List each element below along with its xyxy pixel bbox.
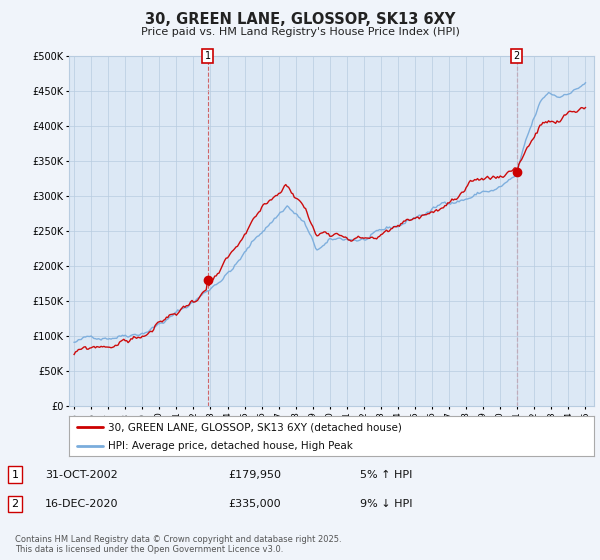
- Text: 1: 1: [11, 470, 19, 479]
- Text: 2: 2: [11, 499, 19, 509]
- Text: Price paid vs. HM Land Registry's House Price Index (HPI): Price paid vs. HM Land Registry's House …: [140, 27, 460, 38]
- Text: 16-DEC-2020: 16-DEC-2020: [45, 499, 119, 509]
- Text: £179,950: £179,950: [228, 470, 281, 479]
- Text: HPI: Average price, detached house, High Peak: HPI: Average price, detached house, High…: [109, 441, 353, 451]
- Text: £335,000: £335,000: [228, 499, 281, 509]
- Text: 1: 1: [205, 51, 211, 61]
- Text: 2: 2: [514, 51, 520, 61]
- Text: 9% ↓ HPI: 9% ↓ HPI: [360, 499, 413, 509]
- Text: 5% ↑ HPI: 5% ↑ HPI: [360, 470, 412, 479]
- Text: 30, GREEN LANE, GLOSSOP, SK13 6XY (detached house): 30, GREEN LANE, GLOSSOP, SK13 6XY (detac…: [109, 422, 402, 432]
- Text: Contains HM Land Registry data © Crown copyright and database right 2025.
This d: Contains HM Land Registry data © Crown c…: [15, 535, 341, 554]
- Text: 31-OCT-2002: 31-OCT-2002: [45, 470, 118, 479]
- Text: 30, GREEN LANE, GLOSSOP, SK13 6XY: 30, GREEN LANE, GLOSSOP, SK13 6XY: [145, 12, 455, 27]
